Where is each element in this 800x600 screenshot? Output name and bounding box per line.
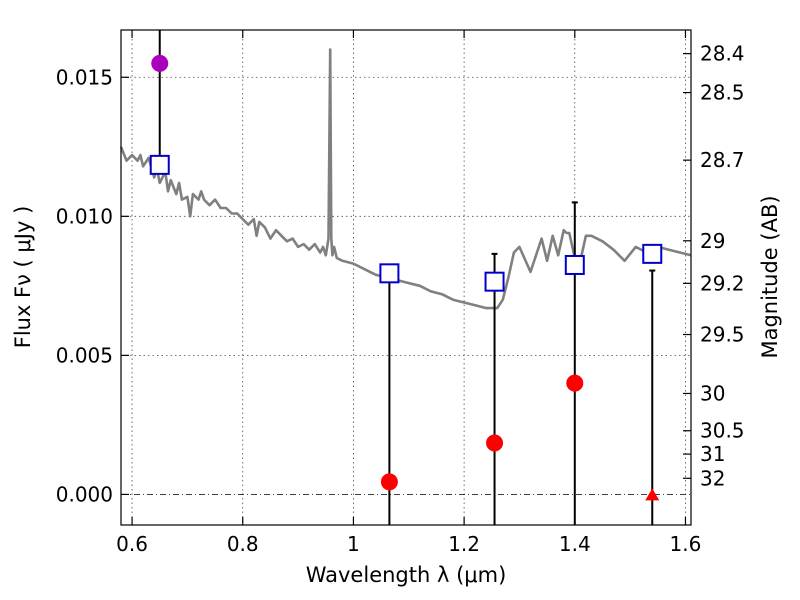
photometry-point xyxy=(151,54,169,72)
x-tick-label: 1.6 xyxy=(670,532,702,556)
model-photometry-square xyxy=(149,154,170,175)
y2-tick-label: 29.5 xyxy=(700,323,745,347)
plot-frame xyxy=(120,29,692,526)
axes: 0.6 0.8 1 1.2 1.4 1.6 0.000 0.005 0.010 0.015 28.4… xyxy=(56,30,745,556)
x-tick-label: 1.2 xyxy=(448,532,480,556)
y2-tick-label: 32 xyxy=(700,466,725,490)
photometry-point xyxy=(380,473,398,491)
y2-tick-label: 28.5 xyxy=(700,81,745,105)
model-photometry-square xyxy=(642,243,663,264)
photometry-point xyxy=(566,374,584,392)
y2-tick-label: 29 xyxy=(700,229,725,253)
model-photometry-square xyxy=(564,254,585,275)
upper-limit-triangle xyxy=(645,488,660,501)
x-axis-title: Wavelength λ (μm) xyxy=(306,563,507,587)
x-tick-label: 1.4 xyxy=(559,532,591,556)
y-tick-label: 0.010 xyxy=(56,204,113,228)
model-photometry-square xyxy=(484,271,505,292)
y2-tick-label: 29.2 xyxy=(700,271,745,295)
x-tick-label: 1 xyxy=(347,532,360,556)
plot-area xyxy=(119,30,692,525)
y-axis-title: Flux Fν ( μJy ) xyxy=(11,206,35,349)
model-photometry-square xyxy=(379,263,400,284)
y2-tick-label: 31 xyxy=(700,442,725,466)
y2-tick-label: 30.5 xyxy=(700,419,745,443)
x-tick-label: 0.8 xyxy=(227,532,259,556)
x-tick-label: 0.6 xyxy=(116,532,148,556)
y-tick-label: 0.015 xyxy=(56,65,113,89)
spectrum-line xyxy=(119,48,692,310)
y2-tick-label: 28.7 xyxy=(700,148,745,172)
y2-tick-label: 28.4 xyxy=(700,42,745,66)
y-tick-label: 0.000 xyxy=(56,482,113,506)
y-tick-label: 0.005 xyxy=(56,343,113,367)
y2-tick-label: 30 xyxy=(700,381,725,405)
y2-axis-title: Magnitude (AB) xyxy=(758,195,782,358)
photometry-point xyxy=(486,434,504,452)
